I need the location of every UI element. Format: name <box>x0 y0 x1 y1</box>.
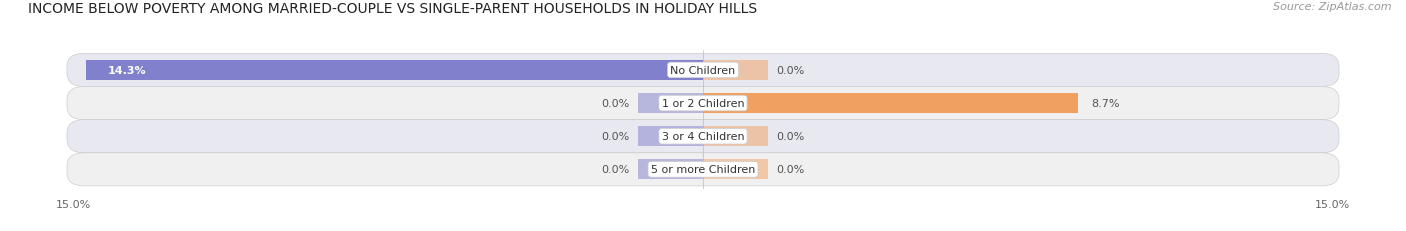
Text: 5 or more Children: 5 or more Children <box>651 165 755 175</box>
Text: 1 or 2 Children: 1 or 2 Children <box>662 99 744 109</box>
Text: 15.0%: 15.0% <box>56 199 91 209</box>
Text: 15.0%: 15.0% <box>1315 199 1350 209</box>
Bar <box>638 94 703 113</box>
Text: No Children: No Children <box>671 66 735 76</box>
Text: 14.3%: 14.3% <box>108 66 146 76</box>
Bar <box>703 160 768 179</box>
Text: 0.0%: 0.0% <box>602 99 630 109</box>
Bar <box>638 127 703 146</box>
FancyBboxPatch shape <box>67 87 1339 120</box>
Bar <box>86 61 703 81</box>
Bar <box>703 61 768 81</box>
Bar <box>703 127 768 146</box>
Text: INCOME BELOW POVERTY AMONG MARRIED-COUPLE VS SINGLE-PARENT HOUSEHOLDS IN HOLIDAY: INCOME BELOW POVERTY AMONG MARRIED-COUPL… <box>28 2 758 16</box>
FancyBboxPatch shape <box>67 120 1339 153</box>
FancyBboxPatch shape <box>67 54 1339 87</box>
Text: 8.7%: 8.7% <box>1091 99 1119 109</box>
Bar <box>638 160 703 179</box>
Text: Source: ZipAtlas.com: Source: ZipAtlas.com <box>1274 2 1392 12</box>
Text: 0.0%: 0.0% <box>602 165 630 175</box>
Bar <box>703 94 1078 113</box>
Text: 0.0%: 0.0% <box>776 165 804 175</box>
Text: 0.0%: 0.0% <box>776 66 804 76</box>
FancyBboxPatch shape <box>67 153 1339 186</box>
Text: 3 or 4 Children: 3 or 4 Children <box>662 132 744 142</box>
Text: 0.0%: 0.0% <box>602 132 630 142</box>
Text: 0.0%: 0.0% <box>776 132 804 142</box>
